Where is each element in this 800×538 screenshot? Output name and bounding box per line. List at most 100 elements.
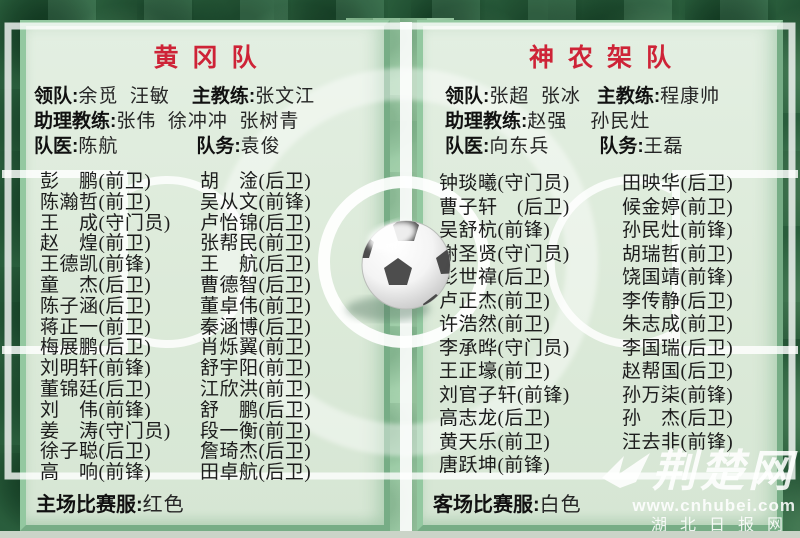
player-row: 彭 鹏(前卫) xyxy=(40,171,152,192)
away-kit-color: 白色 xyxy=(539,494,582,516)
player-column: 彭 鹏(前卫) 陈瀚哲(前卫) 王 成(守门员) 赵 煌(前卫) 王德凯(前锋) 童 杰(… xyxy=(40,171,190,484)
leader-names: 张超 张冰 xyxy=(489,86,581,107)
assistant-coach-label: 助理教练: xyxy=(445,111,528,132)
staff-line: 助理教练:张伟 徐冲冲 张树青 xyxy=(34,109,384,134)
player-row: 饶国靖(前锋) xyxy=(622,267,734,288)
player-row: 刘 伟(前锋) xyxy=(40,399,152,421)
player-row: 王 航(后卫) xyxy=(200,254,312,276)
head-coach-name: 程康帅 xyxy=(660,86,721,107)
player-row: 梅展鹏(后卫) xyxy=(40,337,152,359)
player-row: 舒 鹏(后卫) xyxy=(200,399,312,421)
team-name-left: 黄冈队 xyxy=(153,45,271,72)
watermark-subtitle: 湖北日报网 xyxy=(650,517,796,534)
team-manager-label: 队务: xyxy=(599,136,644,157)
player-row: 高 响(前锋) xyxy=(40,462,152,484)
player-column: 田映华(后卫) 候金婷(前卫) 孙民灶(前锋) 胡瑞哲(前卫) 饶国靖(前锋) 李传静(后… xyxy=(622,172,733,454)
player-row: 刘官子轩(前锋) xyxy=(439,384,570,406)
player-row: 朱志成(前卫) xyxy=(622,314,734,335)
player-row: 曹子轩 (后卫) xyxy=(439,196,570,218)
player-column: 胡 淦(后卫) 吴从文(前锋) 卢怡锦(后卫) 张帮民(前卫) 王 航(后卫) 曹德智(后… xyxy=(200,171,312,484)
player-row: 高志龙(后卫) xyxy=(439,408,551,429)
scan-edge-strip xyxy=(0,531,800,538)
team-doctor-name: 向东兵 xyxy=(489,136,550,157)
player-row: 陈子涵(后卫) xyxy=(40,295,152,317)
leader-label: 领队: xyxy=(445,86,490,107)
player-row: 詹琦杰(后卫) xyxy=(200,441,312,463)
player-row: 李承晔(守门员) xyxy=(439,337,570,359)
team-manager-label: 队务: xyxy=(196,136,241,157)
player-row: 刘明轩(前锋) xyxy=(40,358,152,380)
head-coach-label: 主教练: xyxy=(596,86,661,107)
player-row: 赵帮国(后卫) xyxy=(622,361,734,382)
player-row: 王德凯(前锋) xyxy=(40,254,152,276)
player-row: 秦涵博(后卫) xyxy=(200,316,312,338)
player-row: 孙万柒(前锋) xyxy=(622,384,734,406)
staff-line: 领队:余觅 汪敏 主教练:张文江 xyxy=(34,84,384,109)
staff-line: 助理教练:赵强 孙民灶 xyxy=(445,109,777,134)
player-row: 蒋正一(前卫) xyxy=(40,316,152,338)
home-kit-color: 红色 xyxy=(142,494,185,516)
player-row: 舒宇阳(前卫) xyxy=(200,358,312,380)
player-row: 孙民灶(前锋) xyxy=(622,220,734,241)
player-row: 董锦廷(后卫) xyxy=(40,378,152,400)
player-row: 姜 涛(守门员) xyxy=(40,420,171,442)
watermark-title: 荆楚网 xyxy=(652,447,796,496)
player-row: 童 杰(后卫) xyxy=(40,274,152,296)
staff-line: 领队:张超 张冰 主教练:程康帅 xyxy=(445,84,777,109)
player-row: 田映华(后卫) xyxy=(622,173,734,194)
player-row: 董卓伟(前卫) xyxy=(200,295,312,317)
player-row: 胡 淦(后卫) xyxy=(200,171,312,192)
home-kit-label: 主场比赛服: xyxy=(36,494,143,516)
player-row: 候金婷(前卫) xyxy=(622,196,734,218)
team-doctor-label: 队医: xyxy=(445,136,490,157)
player-row: 李国瑞(后卫) xyxy=(622,337,734,359)
player-row: 肖烁翼(前卫) xyxy=(200,337,312,359)
staff-block-right: 领队:张超 张冰 主教练:程康帅 助理教练:赵强 孙民灶 队医:向东兵 队务:王磊 xyxy=(445,84,777,159)
watermark-swoosh-icon xyxy=(602,453,650,488)
player-row: 王 成(守门员) xyxy=(40,212,171,234)
player-row: 田卓航(后卫) xyxy=(200,462,312,484)
team-manager-name: 王磊 xyxy=(643,136,684,157)
team-doctor-name: 陈航 xyxy=(78,136,119,157)
player-row: 赵 煌(前卫) xyxy=(40,233,152,255)
watermark-url: www.cnhubei.com xyxy=(632,496,796,515)
player-column: 钟琰曦(守门员) 曹子轩 (后卫) 吴舒杭(前锋) 谢圣贤(守门员) 彭世禕(后卫) 卢正… xyxy=(439,172,609,478)
team-panel-left: 黄冈队 领队:余觅 汪敏 主教练:张文江 助理教练:张伟 徐冲冲 张树青 队医:陈… xyxy=(20,20,390,531)
player-row: 孙 杰(后卫) xyxy=(622,408,734,429)
player-row: 李传静(后卫) xyxy=(622,290,734,312)
player-row: 钟琰曦(守门员) xyxy=(439,173,570,194)
team-manager-name: 袁俊 xyxy=(240,136,281,157)
player-row: 吴从文(前锋) xyxy=(200,191,312,213)
player-row: 陈瀚哲(前卫) xyxy=(40,191,152,213)
player-row: 彭世禕(后卫) xyxy=(439,267,551,288)
away-kit-label: 客场比赛服: xyxy=(433,494,540,516)
leader-label: 领队: xyxy=(34,86,79,107)
head-coach-label: 主教练: xyxy=(191,86,256,107)
staff-block-left: 领队:余觅 汪敏 主教练:张文江 助理教练:张伟 徐冲冲 张树青 队医:陈航 队务:… xyxy=(34,84,384,159)
assistant-coach-label: 助理教练: xyxy=(34,111,117,132)
cnhubei-watermark: 荆楚网 www.cnhubei.com 湖北日报网 xyxy=(556,450,796,534)
player-row: 许浩然(前卫) xyxy=(439,314,551,335)
player-list-left: 彭 鹏(前卫) 陈瀚哲(前卫) 王 成(守门员) 赵 煌(前卫) 王德凯(前锋) 童 杰(… xyxy=(26,171,384,484)
assistant-coach-names: 张伟 徐冲冲 张树青 xyxy=(116,111,300,132)
player-row: 谢圣贤(守门员) xyxy=(439,243,570,265)
staff-line: 队医:陈航 队务:袁俊 xyxy=(34,134,384,159)
player-row: 曹德智(后卫) xyxy=(200,274,312,296)
player-row: 卢怡锦(后卫) xyxy=(200,212,312,234)
leader-names: 余觅 汪敏 xyxy=(78,86,170,107)
staff-line: 队医:向东兵 队务:王磊 xyxy=(445,134,777,159)
player-list-right: 钟琰曦(守门员) 曹子轩 (后卫) 吴舒杭(前锋) 谢圣贤(守门员) 彭世禕(后卫) 卢正… xyxy=(423,172,777,478)
player-row: 张帮民(前卫) xyxy=(200,233,312,255)
team-name-right: 神农架队 xyxy=(528,45,685,72)
player-row: 卢正杰(前卫) xyxy=(439,290,551,312)
away-kit-line: 客场比赛服:白色 xyxy=(433,488,582,517)
home-kit-line: 主场比赛服:红色 xyxy=(36,488,185,517)
team-doctor-label: 队医: xyxy=(34,136,79,157)
player-row: 徐子聪(后卫) xyxy=(40,441,152,463)
assistant-coach-names: 赵强 孙民灶 xyxy=(527,111,651,132)
player-row: 王正壕(前卫) xyxy=(439,361,551,382)
player-row: 吴舒杭(前锋) xyxy=(439,220,551,241)
player-row: 段一衡(前卫) xyxy=(200,420,312,442)
head-coach-name: 张文江 xyxy=(255,86,316,107)
